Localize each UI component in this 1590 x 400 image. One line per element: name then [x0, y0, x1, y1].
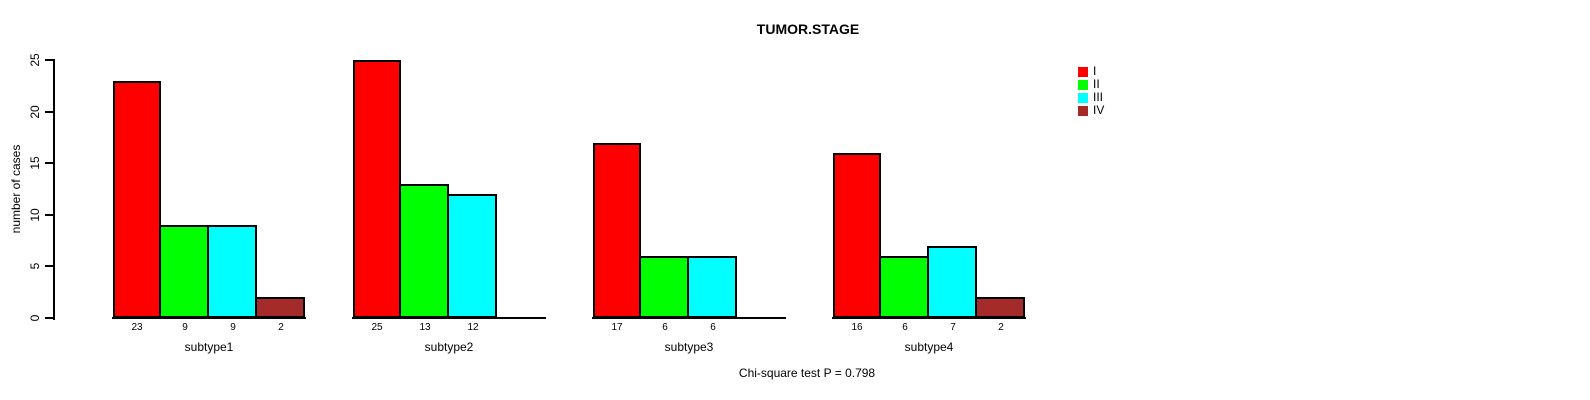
bar-value-label: 6	[710, 322, 716, 333]
bar-value-label: 16	[851, 322, 863, 333]
bar-stage-II-subtype4	[879, 256, 929, 318]
bar-value-label: 23	[131, 322, 143, 333]
category-label: subtype3	[664, 340, 714, 354]
y-axis-line	[53, 59, 55, 320]
category-label: subtype1	[184, 340, 234, 354]
bar-stage-IV-subtype1	[255, 297, 305, 318]
bar-value-label: 13	[419, 322, 431, 333]
legend-swatch	[1078, 105, 1088, 116]
legend-item: I	[1078, 65, 1104, 78]
axis-baseline	[592, 317, 786, 319]
bar-stage-I-subtype1	[113, 81, 161, 318]
axis-baseline	[352, 317, 546, 319]
bar-stage-II-subtype2	[399, 184, 449, 318]
bar-stage-III-subtype3	[687, 256, 737, 318]
bar-value-label: 12	[467, 322, 479, 333]
bar-stage-I-subtype3	[593, 143, 641, 318]
bar-stage-III-subtype2	[447, 194, 497, 318]
bar-stage-I-subtype4	[833, 153, 881, 318]
legend-swatch	[1078, 79, 1088, 90]
bar-value-label: 2	[998, 322, 1004, 333]
bar-value-label: 6	[902, 322, 908, 333]
y-tick-label: 10	[28, 208, 42, 222]
bar-value-label: 9	[230, 322, 236, 333]
axis-baseline	[832, 317, 1026, 319]
bar-stage-II-subtype3	[639, 256, 689, 318]
legend-swatch	[1078, 66, 1088, 77]
category-label: subtype2	[424, 340, 474, 354]
legend-item: II	[1078, 78, 1104, 91]
bar-value-label: 7	[950, 322, 956, 333]
legend: I II III IV	[1078, 65, 1104, 117]
bar-value-label: 17	[611, 322, 623, 333]
y-tick	[45, 317, 54, 319]
bar-stage-IV-subtype4	[975, 297, 1025, 318]
bar-stage-III-subtype4	[927, 246, 977, 318]
bar-value-label: 9	[182, 322, 188, 333]
y-tick-label: 25	[28, 53, 42, 67]
y-tick-label: 5	[28, 262, 42, 270]
chart-title: TUMOR.STAGE	[756, 21, 860, 37]
legend-label: II	[1093, 77, 1100, 91]
y-tick-label: 15	[28, 156, 42, 170]
y-tick-label: 20	[28, 105, 42, 119]
y-tick	[45, 59, 54, 61]
legend-item: III	[1078, 91, 1104, 104]
legend-swatch	[1078, 92, 1088, 103]
bar-stage-III-subtype1	[207, 225, 257, 318]
axis-baseline	[112, 317, 306, 319]
legend-label: I	[1093, 64, 1097, 78]
chi-square-annotation: Chi-square test P = 0.798	[738, 366, 876, 380]
legend-label: IV	[1093, 103, 1105, 117]
y-tick	[45, 111, 54, 113]
y-tick-label: 0	[28, 314, 42, 322]
y-tick	[45, 162, 54, 164]
bar-value-label: 6	[662, 322, 668, 333]
y-tick	[45, 265, 54, 267]
bar-value-label: 2	[278, 322, 284, 333]
bar-value-label: 25	[371, 322, 383, 333]
category-label: subtype4	[904, 340, 954, 354]
y-tick	[45, 214, 54, 216]
legend-label: III	[1093, 90, 1104, 104]
bar-stage-II-subtype1	[159, 225, 209, 318]
bar-stage-I-subtype2	[353, 60, 401, 318]
legend-item: IV	[1078, 104, 1104, 117]
